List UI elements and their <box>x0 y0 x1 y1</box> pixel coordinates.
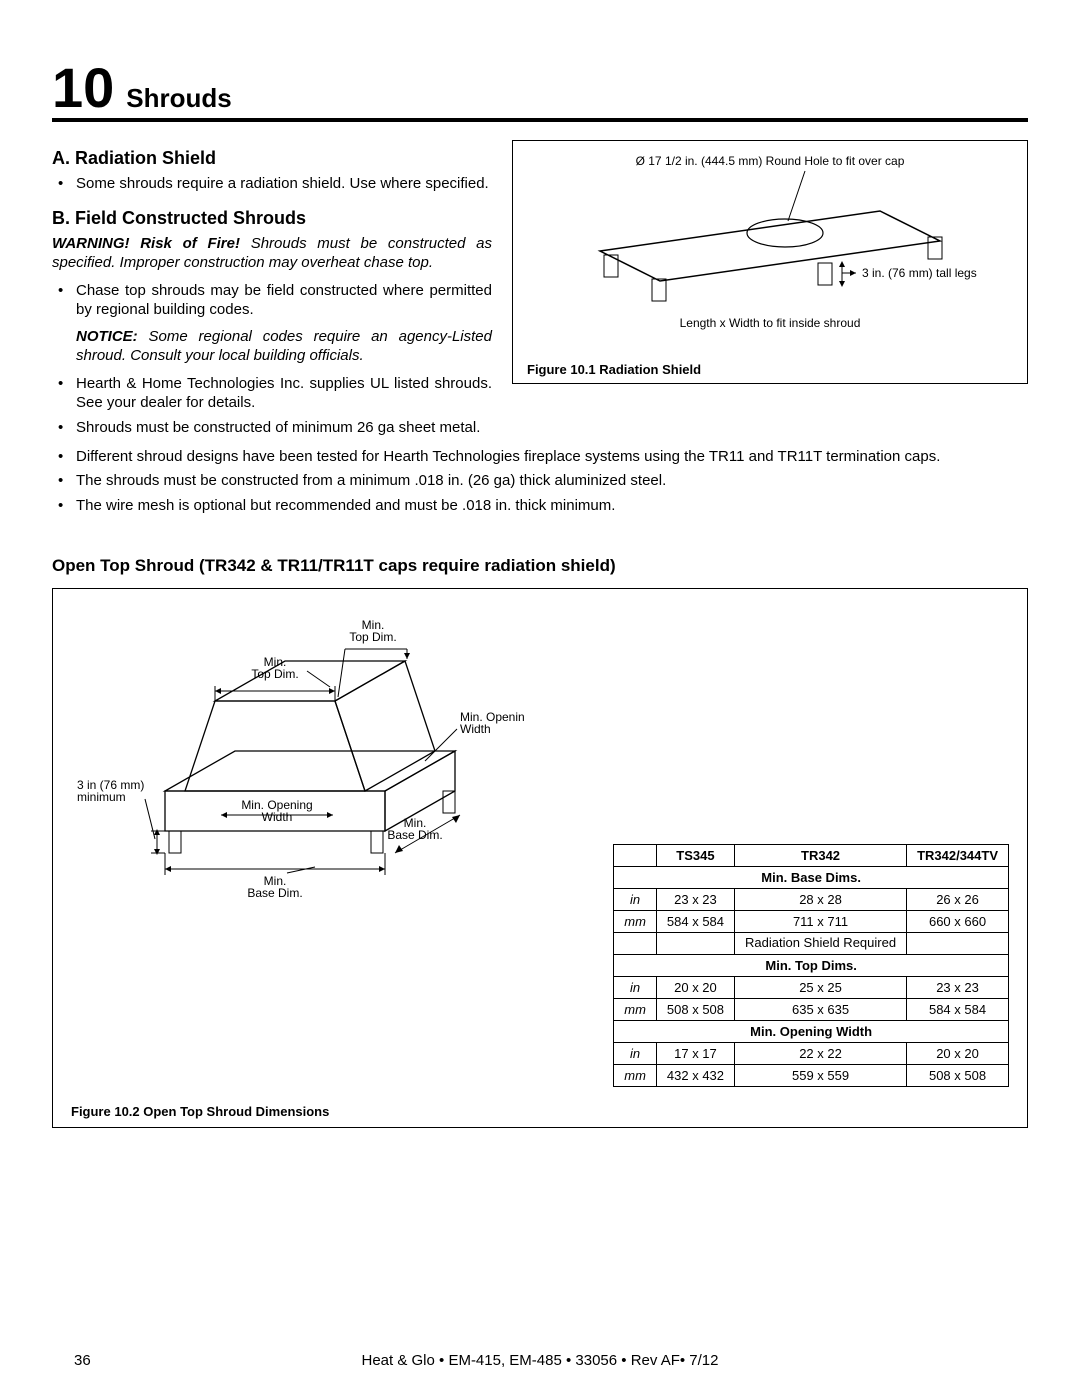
lbl-base-dim1: Min.Base Dim. <box>387 816 442 842</box>
bullet-b3: Shrouds must be constructed of minimum 2… <box>76 419 492 438</box>
bullets-b1: Chase top shrouds may be field construct… <box>52 282 492 320</box>
footer-text: Heat & Glo • EM-415, EM-485 • 33056 • Re… <box>0 1352 1080 1369</box>
warning-label: WARNING! Risk of Fire! <box>52 235 240 252</box>
dimension-table: TS345 TR342 TR342/344TV Min. Base Dims. … <box>613 844 1009 1086</box>
fig2-caption: Figure 10.2 Open Top Shroud Dimensions <box>71 1104 329 1119</box>
sect-open: Min. Opening Width <box>614 1020 1009 1042</box>
table-row: Radiation Shield Required <box>614 933 1009 954</box>
warning-text: WARNING! Risk of Fire! Shrouds must be c… <box>52 235 492 273</box>
open-top-shroud-svg: Min.Top Dim. Min.Top Dim. Min. OpeningWi… <box>65 601 525 921</box>
sect-top: Min. Top Dims. <box>614 954 1009 976</box>
sect-base: Min. Base Dims. <box>614 867 1009 889</box>
table-row: in 17 x 17 22 x 22 20 x 20 <box>614 1042 1009 1064</box>
bullet-a1: Some shrouds require a radiation shield.… <box>76 175 492 194</box>
lbl-open-w2: Min. OpeningWidth <box>241 798 312 824</box>
table-row: mm 508 x 508 635 x 635 584 x 584 <box>614 998 1009 1020</box>
bullet-b1: Chase top shrouds may be field construct… <box>76 282 492 320</box>
table-row: in 20 x 20 25 x 25 23 x 23 <box>614 976 1009 998</box>
bullet-b5: The shrouds must be constructed from a m… <box>76 472 1028 491</box>
lbl-top-dim2: Min.Top Dim. <box>251 655 298 681</box>
fig1-legs-label: 3 in. (76 mm) tall legs <box>862 266 977 280</box>
table-header-row: TS345 TR342 TR342/344TV <box>614 845 1009 867</box>
right-column: Ø 17 1/2 in. (444.5 mm) Round Hole to fi… <box>512 140 1028 444</box>
notice-label: NOTICE: <box>76 328 138 345</box>
notice-text: NOTICE: Some regional codes require an a… <box>76 328 492 366</box>
lbl-top-dim1: Min.Top Dim. <box>349 618 396 644</box>
heading-field-constructed: B. Field Constructed Shrouds <box>52 208 492 229</box>
table-row: mm 432 x 432 559 x 559 508 x 508 <box>614 1064 1009 1086</box>
th-ts345: TS345 <box>656 845 734 867</box>
figure-10-2: Min.Top Dim. Min.Top Dim. Min. OpeningWi… <box>52 588 1028 1128</box>
section-number: 10 <box>52 60 114 116</box>
bullet-b2: Hearth & Home Technologies Inc. supplies… <box>76 375 492 413</box>
heading-radiation-shield: A. Radiation Shield <box>52 148 492 169</box>
two-column-area: A. Radiation Shield Some shrouds require… <box>52 140 1028 444</box>
bullets-full: Different shroud designs have been teste… <box>52 448 1028 516</box>
th-tr342-344tv: TR342/344TV <box>907 845 1009 867</box>
table-row: in 23 x 23 28 x 28 26 x 26 <box>614 889 1009 911</box>
bullets-a: Some shrouds require a radiation shield.… <box>52 175 492 194</box>
bullet-b6: The wire mesh is optional but recommende… <box>76 497 1028 516</box>
notice-body: Some regional codes require an agency-Li… <box>76 328 492 364</box>
left-column: A. Radiation Shield Some shrouds require… <box>52 140 492 444</box>
section-header: 10 Shrouds <box>52 60 1028 122</box>
figure-10-1: Ø 17 1/2 in. (444.5 mm) Round Hole to fi… <box>512 140 1028 384</box>
lbl-open-w1: Min. OpeningWidth <box>460 710 525 736</box>
open-top-title: Open Top Shroud (TR342 & TR11/TR11T caps… <box>52 556 1028 576</box>
radiation-shield-svg: Ø 17 1/2 in. (444.5 mm) Round Hole to fi… <box>527 151 1013 351</box>
fig1-caption: Figure 10.1 Radiation Shield <box>527 362 1013 377</box>
section-title: Shrouds <box>126 83 231 114</box>
fig1-top-label: Ø 17 1/2 in. (444.5 mm) Round Hole to fi… <box>636 154 905 168</box>
lbl-leg-min: 3 in (76 mm)minimum <box>77 778 144 804</box>
bullet-b4: Different shroud designs have been teste… <box>76 448 1028 467</box>
table-row: mm 584 x 584 711 x 711 660 x 660 <box>614 911 1009 933</box>
th-tr342: TR342 <box>735 845 907 867</box>
fig1-bottom-label: Length x Width to fit inside shroud <box>680 316 861 330</box>
bullets-b2: Hearth & Home Technologies Inc. supplies… <box>52 375 492 437</box>
lbl-base-dim2: Min.Base Dim. <box>247 874 302 900</box>
